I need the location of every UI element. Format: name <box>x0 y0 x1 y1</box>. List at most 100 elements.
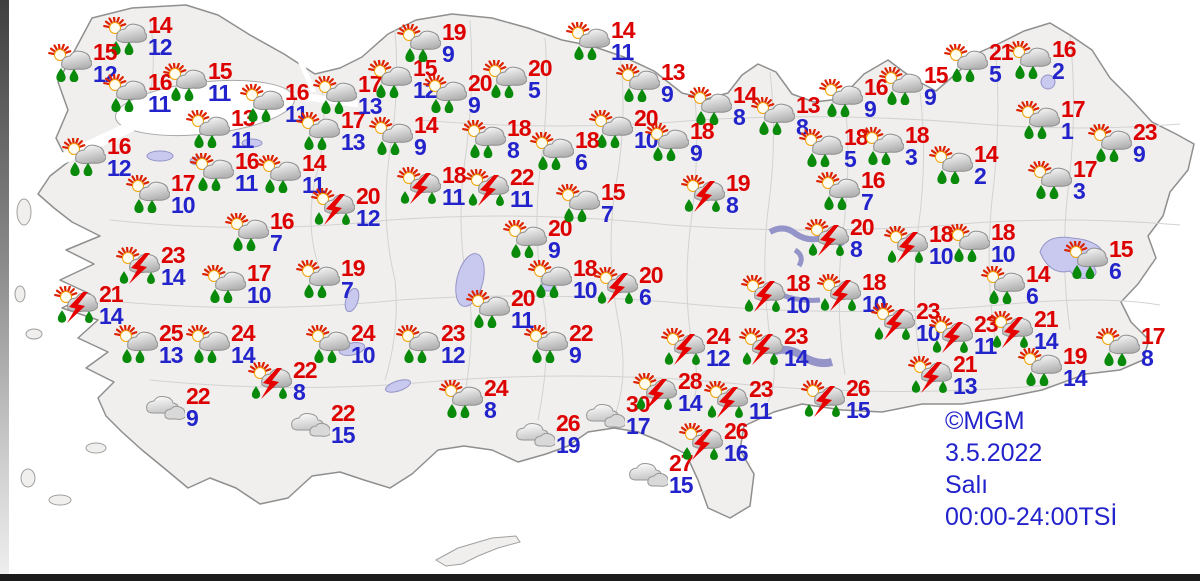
min-temp: 9 <box>414 134 427 160</box>
sun-cloud-rain-shower-icon <box>369 117 413 155</box>
max-temp: 16 <box>1052 36 1077 62</box>
min-temp: 14 <box>1063 365 1088 391</box>
sun-cloud-rain-shower-icon <box>929 146 973 184</box>
weather-station-rain: 17 13 <box>296 109 366 154</box>
weather-station-cloudy: 26 19 <box>511 412 581 458</box>
min-temp: 10 <box>991 241 1016 267</box>
min-temp: 5 <box>989 61 1002 87</box>
max-temp: 15 <box>1109 236 1134 262</box>
max-temp: 18 <box>991 219 1016 245</box>
temperature-pair: 23 11 <box>749 376 774 423</box>
min-temp: 9 <box>690 140 703 166</box>
max-temp: 23 <box>916 298 941 324</box>
min-temp: 15 <box>331 422 356 448</box>
sun-cloud-rain-shower-icon <box>879 67 923 105</box>
screen-edge-artifact-left <box>0 0 9 581</box>
max-temp: 21 <box>99 281 124 307</box>
min-temp: 8 <box>733 104 746 130</box>
max-temp: 16 <box>270 208 295 234</box>
weather-station-rain: 18 10 <box>946 219 1016 267</box>
min-temp: 2 <box>974 163 987 189</box>
min-temp: 10 <box>247 282 272 308</box>
max-temp: 26 <box>724 418 749 444</box>
min-temp: 11 <box>208 80 231 106</box>
min-temp: 12 <box>148 34 173 60</box>
max-temp: 22 <box>510 164 535 190</box>
max-temp: 18 <box>573 255 598 281</box>
min-temp: 19 <box>556 432 581 458</box>
max-temp: 21 <box>953 351 978 377</box>
temperature-pair: 14 6 <box>1026 263 1051 308</box>
sun-cloud-thunderstorm-icon <box>884 226 928 264</box>
temperature-pair: 20 12 <box>356 185 381 230</box>
weather-station-storm: 26 16 <box>679 418 749 466</box>
weather-station-storm: 23 14 <box>116 244 186 290</box>
sun-cloud-rain-shower-icon <box>483 60 527 98</box>
max-temp: 15 <box>208 58 233 84</box>
weather-station-rain: 17 10 <box>126 172 196 217</box>
max-temp: 18 <box>690 118 715 144</box>
max-temp: 20 <box>634 105 659 131</box>
temperature-pair: 16 7 <box>270 208 295 255</box>
weather-station-rain: 14 11 <box>566 19 636 64</box>
weather-station-rain: 14 6 <box>981 263 1051 308</box>
min-temp: 8 <box>484 397 497 423</box>
max-temp: 22 <box>293 357 318 383</box>
weather-station-storm: 21 14 <box>989 308 1059 353</box>
min-temp: 8 <box>850 236 863 262</box>
sun-cloud-thunderstorm-icon <box>248 362 292 400</box>
weather-station-rain: 24 10 <box>306 320 376 367</box>
weather-station-rain: 16 7 <box>225 208 295 255</box>
temperature-pair: 15 7 <box>601 181 626 226</box>
sun-cloud-thunderstorm-icon <box>801 380 845 418</box>
weather-station-storm: 20 12 <box>311 185 381 230</box>
sun-cloud-thunderstorm-icon <box>311 188 355 226</box>
temperature-pair: 15 9 <box>924 64 949 109</box>
sun-cloud-rain-shower-icon <box>163 63 207 101</box>
sun-cloud-thunderstorm-icon <box>465 169 509 207</box>
min-temp: 3 <box>905 144 918 170</box>
max-temp: 13 <box>796 92 821 118</box>
sun-cloud-rain-shower-icon <box>462 120 506 158</box>
max-temp: 24 <box>351 320 376 346</box>
weather-station-rain: 14 8 <box>688 84 758 130</box>
aegean-island <box>48 494 72 506</box>
temperature-pair: 23 14 <box>784 325 809 370</box>
max-temp: 19 <box>442 19 467 45</box>
weather-station-rain: 17 3 <box>1028 158 1098 203</box>
min-temp: 5 <box>844 146 857 172</box>
max-temp: 20 <box>850 214 875 240</box>
min-temp: 2 <box>1052 58 1065 84</box>
sun-cloud-rain-shower-icon <box>397 24 441 62</box>
sun-cloud-rain-shower-icon <box>62 138 106 176</box>
weather-station-storm: 23 10 <box>871 298 941 346</box>
min-temp: 14 <box>161 264 186 290</box>
temperature-pair: 14 2 <box>974 143 999 189</box>
min-temp: 8 <box>293 379 306 405</box>
cloudy-icon <box>286 405 330 443</box>
aegean-island <box>16 198 32 226</box>
min-temp: 14 <box>231 342 256 368</box>
sun-cloud-rain-shower-icon <box>946 224 990 262</box>
temperature-pair: 18 10 <box>786 272 811 318</box>
weather-station-rain: 18 6 <box>530 129 600 174</box>
min-temp: 16 <box>724 440 749 466</box>
min-temp: 15 <box>846 397 871 423</box>
min-temp: 11 <box>974 333 997 359</box>
sun-cloud-rain-shower-icon <box>816 172 860 210</box>
sun-cloud-rain-shower-icon <box>1028 161 1072 199</box>
max-temp: 23 <box>749 376 774 402</box>
weather-station-rain: 23 9 <box>1088 121 1158 166</box>
min-temp: 10 <box>786 292 811 318</box>
sun-cloud-thunderstorm-icon <box>397 167 441 205</box>
temperature-pair: 13 9 <box>661 61 686 106</box>
sun-cloud-rain-shower-icon <box>423 75 467 113</box>
sun-cloud-rain-shower-icon <box>257 155 301 193</box>
weather-station-rain: 15 11 <box>163 58 233 106</box>
weather-station-storm: 23 11 <box>929 313 999 359</box>
weather-station-rain: 17 10 <box>202 262 272 308</box>
min-temp: 10 <box>916 320 941 346</box>
temperature-pair: 20 8 <box>850 214 875 262</box>
attribution-period: 00:00-24:00TSİ <box>945 503 1118 531</box>
weather-station-storm: 18 11 <box>397 164 467 209</box>
